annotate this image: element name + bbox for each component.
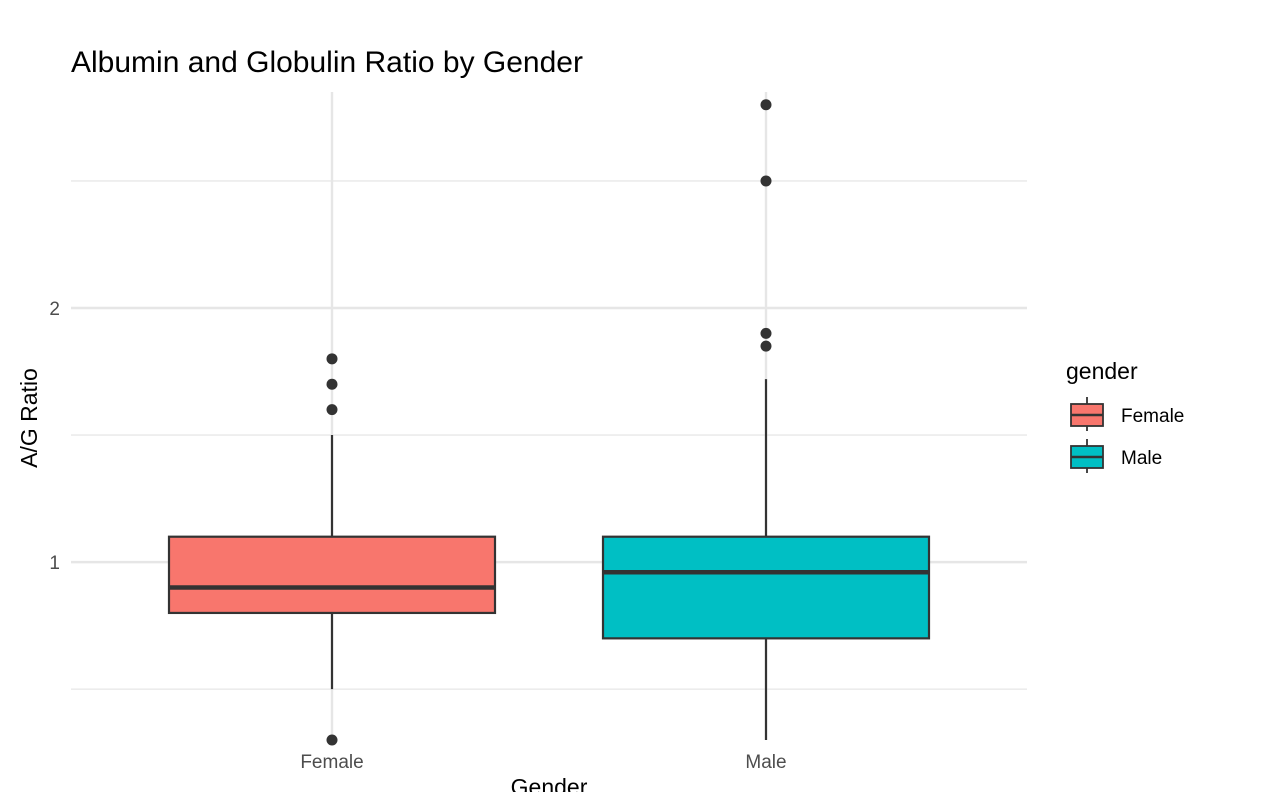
boxes: [167, 99, 931, 746]
chart-title: Albumin and Globulin Ratio by Gender: [71, 46, 583, 79]
legend-label: Female: [1121, 406, 1184, 427]
iqr-box: [167, 535, 497, 615]
outlier-point: [326, 353, 338, 365]
ticks: 1 2 Female Male: [49, 299, 786, 773]
grid: [71, 92, 1027, 740]
x-axis-title: Gender: [511, 774, 588, 792]
box-female: [167, 353, 497, 746]
outlier-point: [760, 327, 772, 339]
legend-item-female: Female: [1070, 397, 1184, 431]
iqr-box: [601, 535, 931, 640]
legend: gender Female Male: [1066, 358, 1184, 473]
outlier-point: [760, 175, 772, 187]
y-tick-label: 1: [49, 553, 60, 574]
legend-label: Male: [1121, 448, 1162, 469]
x-tick-label: Male: [745, 752, 786, 773]
y-axis-title: A/G Ratio: [16, 368, 42, 468]
legend-item-male: Male: [1070, 439, 1162, 473]
box-male: [601, 99, 931, 740]
outlier-point: [326, 378, 338, 390]
x-tick-label: Female: [300, 752, 363, 773]
outlier-point: [760, 340, 772, 352]
outlier-point: [760, 99, 772, 111]
legend-title: gender: [1066, 358, 1138, 384]
y-tick-label: 2: [49, 299, 60, 320]
outlier-point: [326, 734, 338, 746]
outlier-point: [326, 404, 338, 416]
